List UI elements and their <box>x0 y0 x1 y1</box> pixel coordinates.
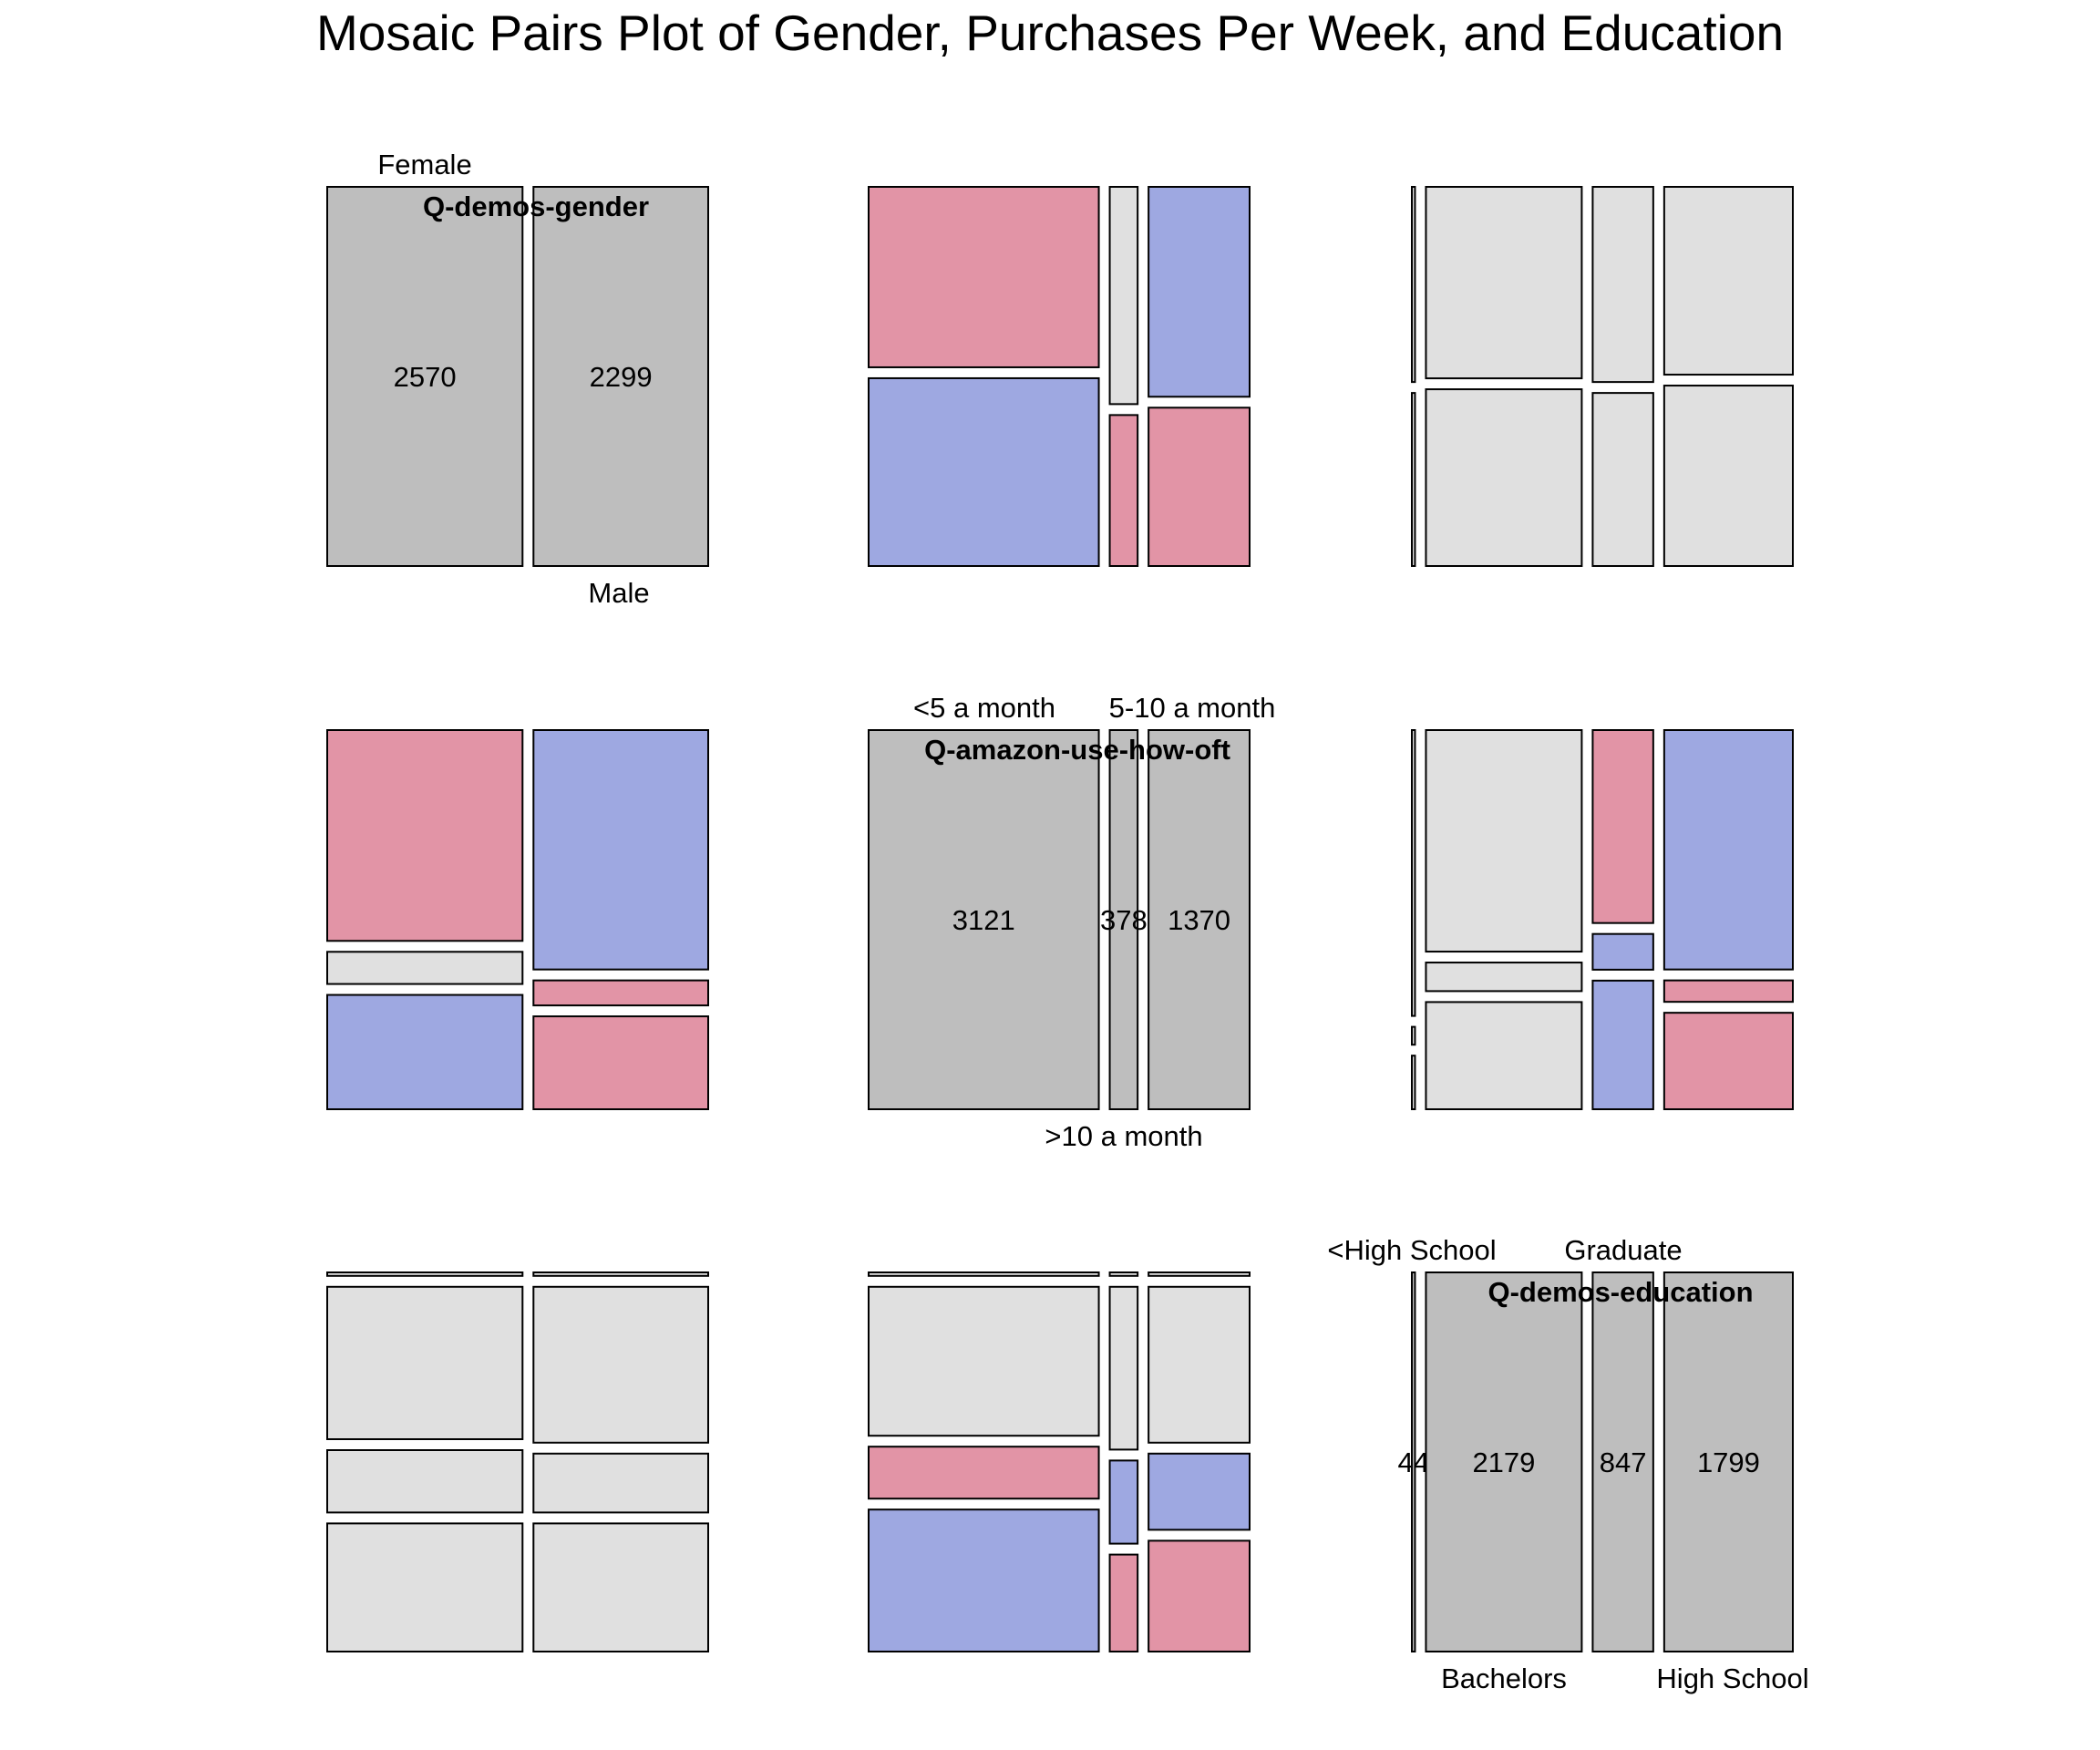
level-label: Female <box>377 149 471 180</box>
level-label: <High School <box>1327 1234 1496 1266</box>
tile-lt-high-school-female <box>1411 186 1416 384</box>
tile-5-10-a-month-female <box>1148 186 1251 398</box>
panel-q-demos-gender-by-q-amazon-use-how-oft <box>868 186 1251 567</box>
variable-label: Q-demos-gender <box>423 190 649 222</box>
tile-gt-10-a-month-female <box>1108 186 1139 406</box>
tile-female-graduate <box>326 1449 524 1514</box>
tile-lt-5-a-month-lt-high-school <box>868 1271 1100 1277</box>
tile-lt-5-a-month-male <box>868 376 1100 567</box>
tile-q-amazon-use-how-oft-gt-10-a-month <box>1108 729 1139 1110</box>
count-label: 1370 <box>1168 904 1230 936</box>
tile-bachelors-female <box>1425 186 1583 380</box>
chart-title: Mosaic Pairs Plot of Gender, Purchases P… <box>316 5 1784 61</box>
level-label: Male <box>588 577 649 609</box>
tile-graduate-gt-10-a-month <box>1591 932 1654 971</box>
level-label: High School <box>1656 1662 1808 1694</box>
tile-male-graduate <box>532 1452 710 1514</box>
tile-lt-5-a-month-bachelors <box>868 1285 1100 1437</box>
tile-graduate-5-10-a-month <box>1591 979 1654 1110</box>
tile-gt-10-a-month-male <box>1108 414 1139 567</box>
tile-male-lt-high-school <box>532 1271 710 1277</box>
tile-q-demos-education-bachelors <box>1425 1271 1583 1652</box>
tile-q-demos-education-graduate <box>1591 1271 1654 1652</box>
panel-q-amazon-use-how-oft-by-q-demos-gender <box>326 729 710 1111</box>
tile-lt-high-school-male <box>1411 392 1416 567</box>
tile-high-school-5-10-a-month <box>1662 1012 1795 1111</box>
count-label: 378 <box>1100 904 1148 936</box>
tile-high-school-male <box>1662 385 1795 568</box>
tile-q-amazon-use-how-oft-lt-5-a-month <box>868 729 1100 1110</box>
tile-female-gt-10-a-month <box>326 951 524 985</box>
tile-male-high-school <box>532 1522 710 1653</box>
tile-bachelors-male <box>1425 388 1583 567</box>
count-label: 44 <box>1397 1446 1428 1478</box>
tile-female-lt-5-a-month <box>326 729 524 942</box>
level-label: Bachelors <box>1441 1662 1567 1694</box>
tile-lt-5-a-month-high-school <box>868 1508 1100 1652</box>
tile-q-demos-education-high-school <box>1662 1271 1795 1652</box>
tile-bachelors-lt-5-a-month <box>1425 729 1583 953</box>
tile-5-10-a-month-bachelors <box>1148 1285 1251 1444</box>
level-label: >10 a month <box>1045 1120 1202 1152</box>
tile-male-bachelors <box>532 1285 710 1444</box>
tile-graduate-female <box>1591 186 1654 384</box>
tile-lt-high-school-lt-5-a-month <box>1411 729 1416 1017</box>
count-label: 2179 <box>1472 1446 1535 1478</box>
level-label: Graduate <box>1564 1234 1682 1266</box>
tile-q-demos-education-lt-high-school <box>1411 1271 1416 1652</box>
tile-graduate-lt-5-a-month <box>1591 729 1654 924</box>
count-label: 3121 <box>952 904 1015 936</box>
tile-lt-high-school-gt-10-a-month <box>1411 1025 1416 1046</box>
count-label: 2299 <box>590 361 653 393</box>
panel-q-demos-education-by-q-demos-gender <box>326 1271 710 1653</box>
tile-q-amazon-use-how-oft-5-10-a-month <box>1148 729 1251 1110</box>
panel-q-demos-gender-by-q-demos-education <box>1411 186 1795 568</box>
count-label: 2570 <box>394 361 457 393</box>
tile-gt-10-a-month-graduate <box>1108 1459 1139 1545</box>
diag-panel-q-demos-gender: 2570 Female 2299 Male Q-demos-gender <box>326 149 710 609</box>
tile-gt-10-a-month-high-school <box>1108 1553 1139 1652</box>
tile-lt-5-a-month-graduate <box>868 1446 1100 1500</box>
tile-5-10-a-month-male <box>1148 407 1251 567</box>
tile-male-gt-10-a-month <box>532 979 710 1007</box>
tile-high-school-female <box>1662 186 1795 376</box>
tile-q-demos-gender-female <box>326 186 524 567</box>
panel-q-demos-education-by-q-amazon-use-how-oft <box>868 1271 1251 1653</box>
panel-q-amazon-use-how-oft-by-q-demos-education <box>1411 729 1795 1111</box>
diag-panel-q-demos-education: 44 <High School 2179 Bachelors 847 Graduate 17… <box>1327 1234 1808 1694</box>
tile-5-10-a-month-graduate <box>1148 1452 1251 1531</box>
tile-female-5-10-a-month <box>326 993 524 1111</box>
count-label: 847 <box>1600 1446 1647 1478</box>
tile-high-school-lt-5-a-month <box>1662 729 1795 971</box>
variable-label: Q-demos-education <box>1488 1276 1753 1308</box>
tile-female-lt-high-school <box>326 1271 524 1277</box>
diag-panel-q-amazon-use-how-oft: 3121 <5 a month 378 >10 a month 1370 5-10 a m… <box>868 692 1276 1152</box>
tile-high-school-gt-10-a-month <box>1662 979 1795 1004</box>
tile-bachelors-gt-10-a-month <box>1425 962 1583 993</box>
tile-lt-5-a-month-female <box>868 186 1100 368</box>
tile-bachelors-5-10-a-month <box>1425 1001 1583 1111</box>
level-label: <5 a month <box>913 692 1055 724</box>
tile-gt-10-a-month-bachelors <box>1108 1285 1139 1451</box>
tile-lt-high-school-5-10-a-month <box>1411 1055 1416 1110</box>
tile-gt-10-a-month-lt-high-school <box>1108 1271 1139 1277</box>
tile-female-bachelors <box>326 1285 524 1441</box>
panel-grid: 2570 Female 2299 Male Q-demos-gender 3121 <5 a… <box>326 149 1809 1694</box>
tile-q-demos-gender-male <box>532 186 710 567</box>
variable-label: Q-amazon-use-how-oft <box>924 734 1230 766</box>
tile-5-10-a-month-high-school <box>1148 1539 1251 1653</box>
tile-male-5-10-a-month <box>532 1015 710 1110</box>
count-label: 1799 <box>1697 1446 1760 1478</box>
tile-graduate-male <box>1591 392 1654 567</box>
tile-5-10-a-month-lt-high-school <box>1148 1271 1251 1277</box>
level-label: 5-10 a month <box>1109 692 1276 724</box>
tile-female-high-school <box>326 1522 524 1653</box>
tile-male-lt-5-a-month <box>532 729 710 971</box>
